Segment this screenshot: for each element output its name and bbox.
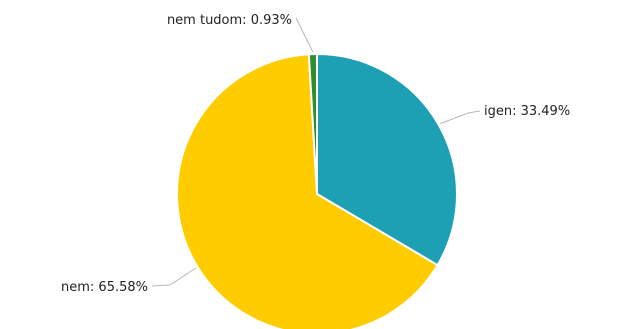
leaders-layer bbox=[151, 17, 481, 287]
slice-nem[interactable] bbox=[176, 53, 439, 329]
leader-line-igen bbox=[440, 110, 481, 125]
slice-label-nem-tudom: nem tudom: 0.93% bbox=[167, 13, 292, 28]
slice-label-igen: igen: 33.49% bbox=[484, 104, 570, 119]
leader-line-nem-tudom bbox=[295, 17, 314, 53]
slices-layer bbox=[176, 53, 458, 329]
slice-igen[interactable] bbox=[316, 53, 458, 267]
slice-nem-tudom[interactable] bbox=[307, 53, 318, 195]
slice-label-nem: nem: 65.58% bbox=[61, 280, 148, 295]
leader-line-nem bbox=[151, 267, 197, 287]
